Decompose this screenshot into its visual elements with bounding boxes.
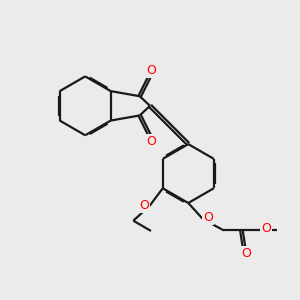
Text: O: O [203, 211, 213, 224]
Text: O: O [147, 135, 156, 148]
Text: O: O [147, 64, 156, 77]
Text: O: O [139, 200, 149, 212]
Text: O: O [261, 221, 271, 235]
Text: O: O [241, 248, 250, 260]
